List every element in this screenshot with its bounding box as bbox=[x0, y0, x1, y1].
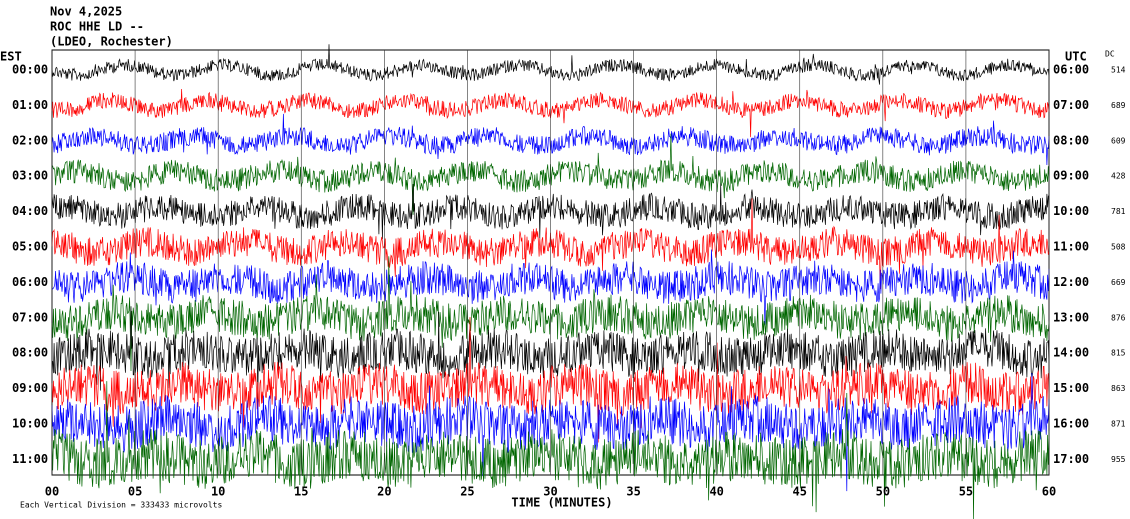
x-tick-label: 15 bbox=[294, 485, 308, 499]
dc-value: 815 bbox=[1111, 349, 1126, 358]
est-tick-label: 10:00 bbox=[12, 417, 48, 431]
utc-tick-label: 13:00 bbox=[1053, 310, 1089, 324]
x-tick-label: 35 bbox=[626, 485, 640, 499]
x-tick-label: 05 bbox=[128, 485, 142, 499]
est-tick-label: 06:00 bbox=[12, 275, 48, 289]
dc-label: DC bbox=[1105, 50, 1115, 59]
est-tick-label: 09:00 bbox=[12, 381, 48, 395]
x-tick-label: 60 bbox=[1042, 485, 1056, 499]
x-tick-label: 10 bbox=[211, 485, 225, 499]
est-tick-label: 07:00 bbox=[12, 310, 48, 324]
x-axis-label: TIME (MINUTES) bbox=[511, 496, 612, 510]
grid bbox=[51, 50, 1050, 475]
utc-tick-label: 17:00 bbox=[1053, 452, 1089, 466]
footer: Each Vertical Division = 333433 microvol… bbox=[20, 501, 222, 510]
est-tick-label: 03:00 bbox=[12, 169, 48, 183]
right-axis-label: UTC bbox=[1065, 50, 1087, 64]
utc-tick-label: 12:00 bbox=[1053, 275, 1089, 289]
est-tick-label: 02:00 bbox=[12, 133, 48, 147]
left-axis-label: EST bbox=[0, 50, 22, 64]
utc-tick-label: 09:00 bbox=[1053, 169, 1089, 183]
est-tick-label: 11:00 bbox=[12, 452, 48, 466]
est-tick-label: 00:00 bbox=[12, 63, 48, 77]
location: (LDEO, Rochester) bbox=[50, 35, 173, 49]
x-tick-label: 45 bbox=[793, 485, 807, 499]
dc-value: 609 bbox=[1111, 136, 1126, 145]
utc-tick-label: 15:00 bbox=[1053, 381, 1089, 395]
station: ROC HHE LD -- bbox=[50, 20, 144, 34]
utc-tick-label: 08:00 bbox=[1053, 133, 1089, 147]
x-tick-label: 00 bbox=[45, 485, 59, 499]
dc-value: 514 bbox=[1111, 66, 1126, 75]
x-tick-label: 55 bbox=[959, 485, 973, 499]
x-tick-label: 30 bbox=[543, 485, 557, 499]
utc-tick-label: 11:00 bbox=[1053, 240, 1089, 254]
est-tick-label: 01:00 bbox=[12, 98, 48, 112]
dc-value: 871 bbox=[1111, 420, 1126, 429]
dc-value: 428 bbox=[1111, 172, 1126, 181]
dc-value: 781 bbox=[1111, 207, 1126, 216]
utc-tick-label: 06:00 bbox=[1053, 63, 1089, 77]
dc-value: 689 bbox=[1111, 101, 1126, 110]
x-tick-label: 40 bbox=[709, 485, 723, 499]
utc-tick-label: 16:00 bbox=[1053, 417, 1089, 431]
date: Nov 4,2025 bbox=[50, 5, 122, 19]
est-tick-label: 08:00 bbox=[12, 346, 48, 360]
utc-tick-label: 14:00 bbox=[1053, 346, 1089, 360]
utc-tick-label: 07:00 bbox=[1053, 98, 1089, 112]
dc-value: 669 bbox=[1111, 278, 1126, 287]
dc-value: 508 bbox=[1111, 243, 1126, 252]
dc-value: 955 bbox=[1111, 455, 1126, 464]
x-tick-label: 20 bbox=[377, 485, 391, 499]
dc-value: 876 bbox=[1111, 313, 1126, 322]
est-tick-label: 05:00 bbox=[12, 240, 48, 254]
utc-tick-label: 10:00 bbox=[1053, 204, 1089, 218]
x-tick-label: 50 bbox=[876, 485, 890, 499]
dc-value: 863 bbox=[1111, 384, 1126, 393]
x-tick-label: 25 bbox=[460, 485, 474, 499]
est-tick-label: 04:00 bbox=[12, 204, 48, 218]
